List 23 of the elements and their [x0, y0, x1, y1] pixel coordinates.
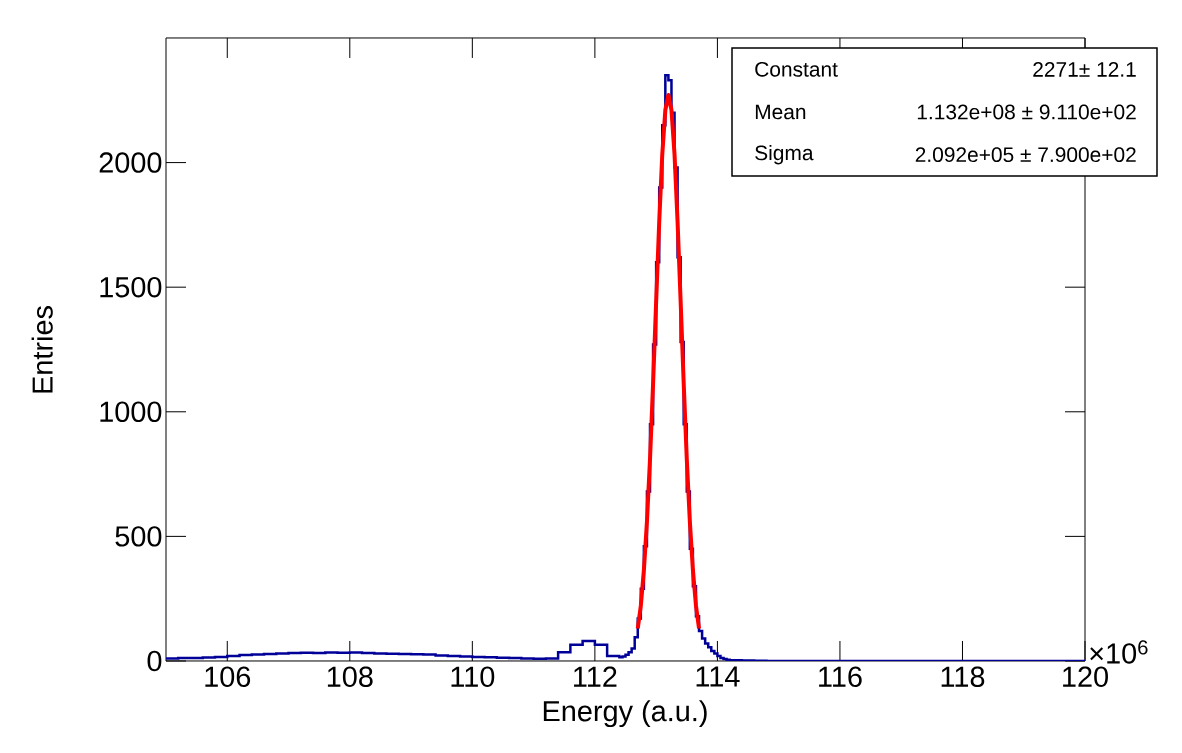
x-tick-label: 112 [574, 666, 617, 687]
x-tick-label: 108 [327, 666, 373, 687]
text: ×10$^{6}$ [1090, 640, 1148, 664]
y-tick-label: 500 [115, 526, 162, 547]
y-axis-title: Entries [31, 306, 53, 393]
annotation: 2.092e+05 ± 7.900e+02 [915, 147, 1136, 163]
y-tick-label: 2000 [99, 152, 162, 173]
y-tick-label: 1500 [100, 276, 162, 298]
y-tick-label: 0 [147, 650, 162, 672]
x-tick-label: 110 [451, 666, 495, 687]
y-tick-label: 1000 [100, 401, 162, 423]
x-tick-label: 106 [205, 666, 251, 687]
x-tick-label: 114 [696, 666, 740, 687]
x-axis-title: Energy (a.u.) [543, 700, 707, 728]
x-tick-label: 120 [1063, 666, 1108, 687]
line-series [635, 93, 702, 631]
annotation: Sigma [755, 144, 814, 165]
annotation: 2271± 12.1 [1033, 62, 1136, 77]
x-tick-label: 116 [819, 666, 862, 687]
annotation: Mean [755, 104, 806, 120]
x-tick-label: 118 [941, 666, 985, 687]
annotation: 1.132e+08 ± 9.110e+02 [917, 104, 1136, 120]
annotation: Constant [755, 61, 838, 77]
